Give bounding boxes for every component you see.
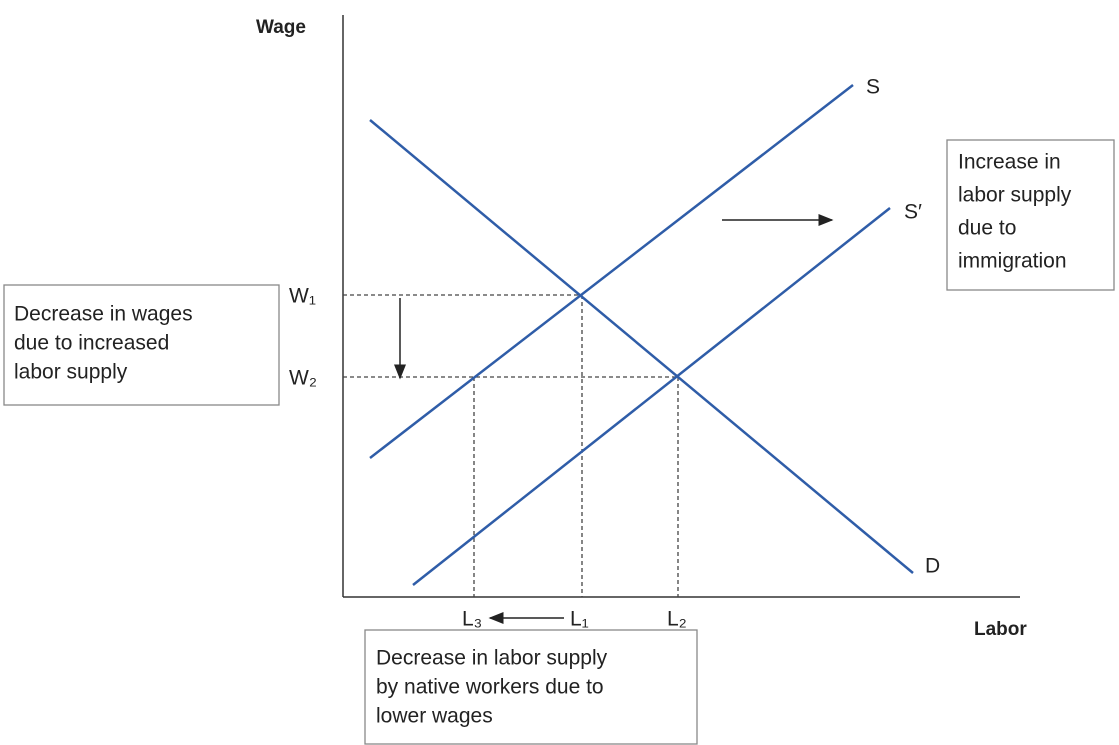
note-line: lower wages: [376, 705, 493, 728]
y-axis-label: Wage: [256, 17, 306, 38]
curve-label: D: [925, 555, 940, 578]
note-line: due to: [958, 217, 1016, 240]
wage-level: W₂: [289, 367, 317, 390]
notes: Decrease in wages due to increased labor s…: [14, 151, 1072, 728]
note-line: Increase in: [958, 151, 1061, 174]
note-line: immigration: [958, 250, 1067, 273]
labor-level: L₂: [667, 608, 687, 631]
note-line: Decrease in wages: [14, 303, 193, 326]
note-line: labor supply: [958, 184, 1072, 207]
x-axis-label: Labor: [974, 619, 1027, 640]
note-line: by native workers due to: [376, 676, 604, 699]
note-box: [364, 629, 698, 745]
note-line: due to increased: [14, 332, 169, 355]
note-box: [3, 284, 280, 406]
note-line: labor supply: [14, 361, 128, 384]
supply-curve: [369, 84, 854, 459]
curve-label: S′: [904, 201, 922, 224]
curve-label: S: [866, 76, 880, 99]
new-supply-curve: [412, 207, 891, 586]
note-line: Decrease in labor supply: [376, 647, 608, 670]
demand-curve: [369, 119, 914, 574]
wage-level: W₁: [289, 285, 316, 308]
note-box: [946, 139, 1115, 291]
labor-level: L₃: [462, 608, 482, 631]
labor-level: L₁: [570, 608, 589, 631]
